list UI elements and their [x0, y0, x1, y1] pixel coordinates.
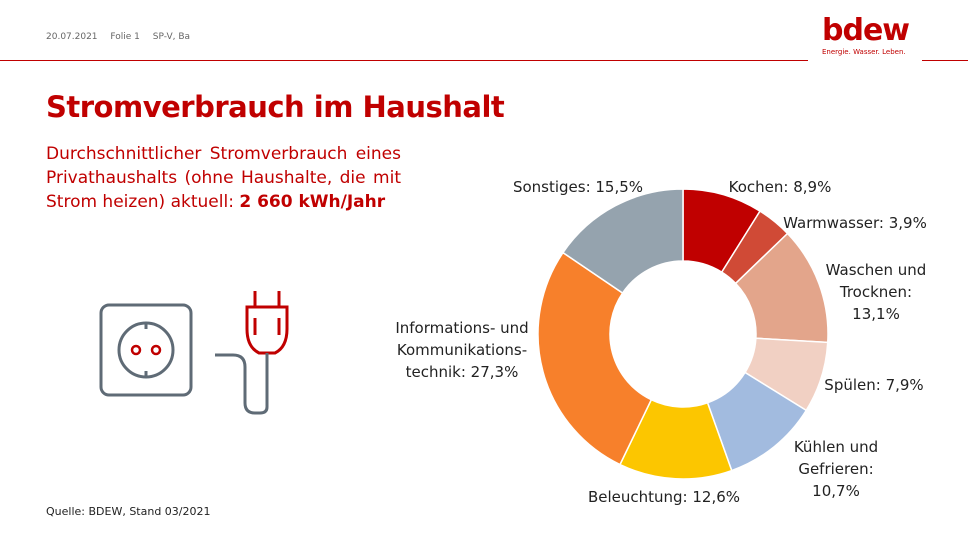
socket-icon [99, 303, 193, 397]
page-title: Stromverbrauch im Haushalt [46, 90, 505, 124]
date-text: 20.07.2021 [46, 32, 98, 42]
logo-word: bdew [822, 13, 910, 48]
slice-label: Sonstiges: 15,5% [513, 178, 643, 196]
author-text: SP-V, Ba [152, 32, 191, 42]
header-rule-left [0, 60, 808, 61]
slice-label: Waschen und Trocknen: 13,1% [826, 261, 927, 323]
plug-icon [215, 291, 289, 415]
slice-labels: Kochen: 8,9% Warmwasser: 3,9% Waschen und T… [395, 178, 927, 506]
bdew-logo: bdew Energie. Wasser. Leben. [822, 13, 912, 57]
slice-informations-und-kommunikationstechnik [537, 251, 653, 466]
source-note: Quelle: BDEW, Stand 03/2021 [46, 505, 211, 518]
subtitle-highlight: 2 660 kWh/Jahr [239, 192, 386, 212]
slice-label: Spülen: 7,9% [824, 376, 923, 394]
slice-label: Kochen: 8,9% [729, 178, 832, 196]
slide-meta: 20.07.2021 Folie 1 SP-V, Ba [46, 32, 200, 42]
slice-label: Warmwasser: 3,9% [783, 214, 927, 232]
donut-slices [537, 188, 829, 480]
slice-label: Kühlen und Gefrieren: 10,7% [794, 438, 878, 500]
header-rule-right [922, 60, 968, 61]
subtitle: Durchschnittlicher Stromverbrauch eines … [46, 142, 401, 214]
logo-tagline: Energie. Wasser. Leben. [822, 48, 906, 56]
slice-label: Beleuchtung: 12,6% [588, 488, 740, 506]
socket-plug-illustration [99, 291, 289, 415]
slide-number: Folie 1 [110, 32, 140, 42]
subtitle-text: Durchschnittlicher Stromverbrauch eines … [46, 144, 401, 212]
slice-label: Informations- und Kommunikations-technik:… [395, 319, 528, 381]
slice-sonstiges [561, 188, 684, 295]
illustration [95, 285, 315, 425]
